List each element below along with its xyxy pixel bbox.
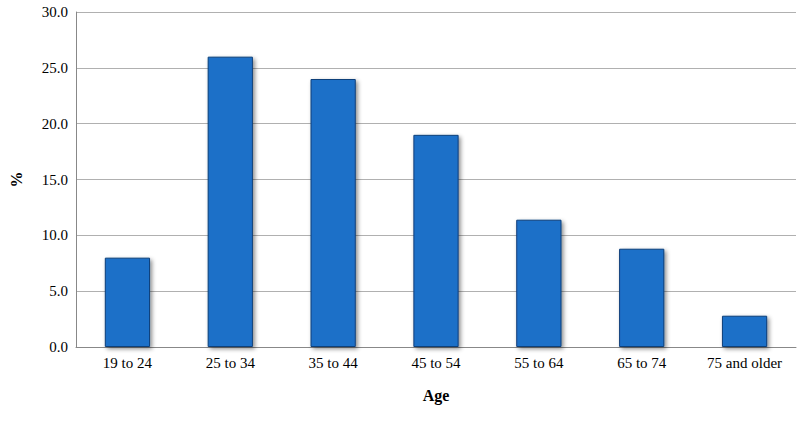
svg-text:30.0: 30.0: [42, 4, 68, 20]
svg-text:0.0: 0.0: [49, 339, 68, 355]
svg-text:Age: Age: [423, 387, 450, 405]
svg-text:%: %: [8, 172, 25, 188]
svg-text:35 to 44: 35 to 44: [309, 355, 359, 371]
svg-text:20.0: 20.0: [42, 116, 68, 132]
svg-text:55 to 64: 55 to 64: [514, 355, 564, 371]
svg-text:10.0: 10.0: [42, 227, 68, 243]
svg-text:5.0: 5.0: [49, 283, 68, 299]
svg-text:19 to 24: 19 to 24: [103, 355, 153, 371]
svg-text:65 to 74: 65 to 74: [617, 355, 667, 371]
svg-text:25 to 34: 25 to 34: [206, 355, 256, 371]
svg-text:75 and older: 75 and older: [707, 355, 782, 371]
svg-text:45 to 54: 45 to 54: [411, 355, 461, 371]
svg-text:25.0: 25.0: [42, 60, 68, 76]
svg-text:15.0: 15.0: [42, 172, 68, 188]
